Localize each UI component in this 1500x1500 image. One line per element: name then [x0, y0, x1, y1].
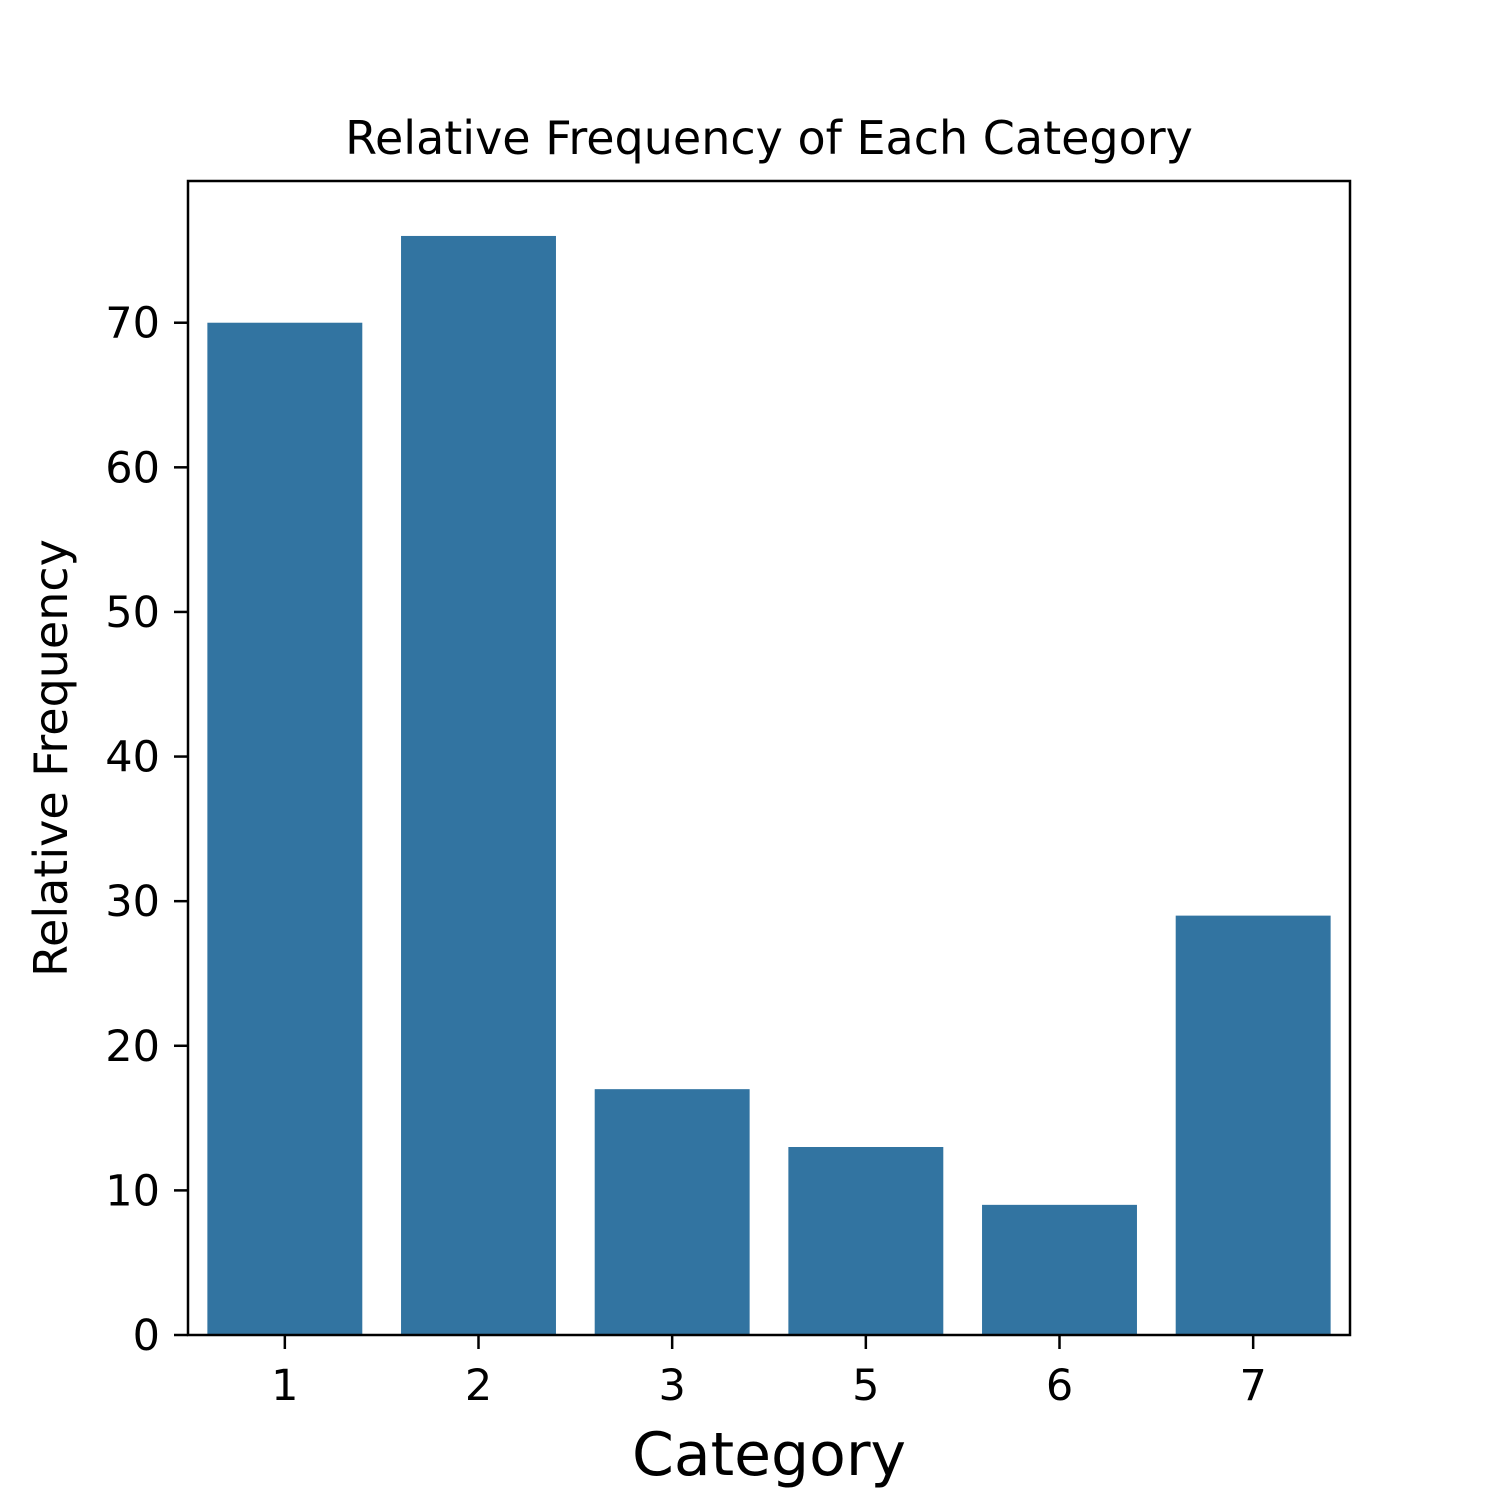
bar-6	[982, 1204, 1137, 1335]
bar-7	[1175, 915, 1331, 1335]
x-axis-label: Category	[632, 1420, 906, 1490]
y-tick-label: 30	[105, 877, 160, 927]
x-tick-label: 3	[658, 1361, 685, 1411]
bar-1	[207, 322, 363, 1335]
y-tick-label: 60	[105, 443, 160, 493]
y-axis-ticks: 0 10 20 30 40 50 60 70	[105, 299, 188, 1361]
x-tick-label: 5	[852, 1361, 879, 1411]
bar-3	[594, 1089, 750, 1335]
bar-5	[788, 1147, 944, 1335]
y-axis-label: Relative Frequency	[24, 539, 78, 977]
x-axis-ticks: 1 2 3 5 6 7	[271, 1335, 1267, 1411]
x-tick-label: 1	[271, 1361, 298, 1411]
y-tick-label: 40	[105, 733, 160, 783]
x-tick-label: 2	[465, 1361, 492, 1411]
plot-frame	[186, 179, 1352, 1337]
chart-title: Relative Frequency of Each Category	[345, 111, 1193, 165]
y-tick-label: 10	[105, 1166, 160, 1216]
x-tick-label: 7	[1239, 1361, 1266, 1411]
y-tick-label: 20	[105, 1022, 160, 1072]
y-tick-label: 70	[105, 299, 160, 349]
bars-group	[207, 235, 1331, 1335]
bar-2	[401, 235, 556, 1335]
x-tick-label: 6	[1046, 1361, 1073, 1411]
y-tick-label: 50	[105, 588, 160, 638]
y-tick-label: 0	[133, 1311, 160, 1361]
